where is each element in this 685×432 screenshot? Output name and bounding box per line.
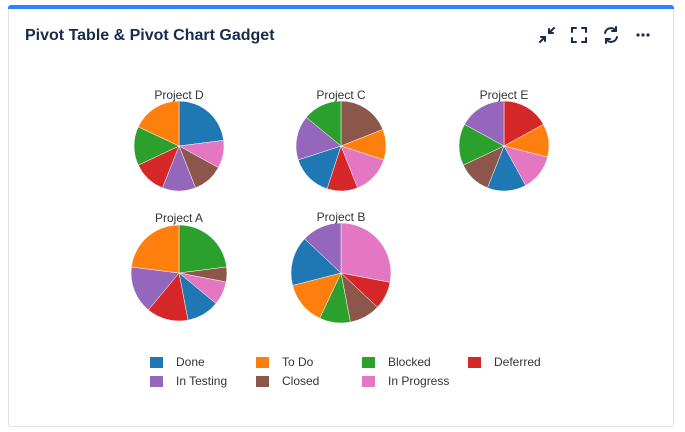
pie-slice-in-progress[interactable] (340, 222, 392, 283)
fullscreen-icon[interactable] (567, 23, 591, 47)
pie-slice-blocked[interactable] (178, 224, 227, 274)
pie-title: Project E (479, 88, 529, 102)
pie-slice-done[interactable] (178, 100, 224, 147)
pivot-gadget: Pivot Table & Pivot Chart Gadget (8, 5, 674, 427)
gadget-accent-bar (8, 5, 674, 9)
legend-label: Deferred (494, 355, 541, 369)
legend-swatch (256, 356, 269, 368)
gadget-actions (535, 23, 655, 47)
pie-slice-closed[interactable] (340, 100, 384, 147)
refresh-icon[interactable] (599, 23, 623, 47)
legend-item-in-testing[interactable]: In Testing (150, 374, 227, 388)
pie-title: Project B (316, 210, 366, 224)
legend-item-in-progress[interactable]: In Progress (362, 374, 449, 388)
pie-slice-in-testing[interactable] (130, 266, 180, 311)
pie-slice-in-testing[interactable] (464, 100, 505, 147)
pie-project-b (290, 222, 392, 324)
legend-label: In Testing (176, 374, 228, 388)
pie-project-d (133, 100, 225, 192)
pie-slice-in-testing[interactable] (304, 222, 342, 274)
legend-item-deferred[interactable]: Deferred (468, 355, 541, 369)
pie-slice-blocked[interactable] (305, 100, 342, 147)
more-icon[interactable] (631, 23, 655, 47)
legend-item-done[interactable]: Done (150, 355, 205, 369)
pie-slice-done[interactable] (290, 238, 342, 286)
legend-swatch (362, 375, 375, 387)
legend-swatch (150, 356, 163, 368)
gadget-title: Pivot Table & Pivot Chart Gadget (25, 27, 275, 44)
pie-slice-to-do[interactable] (131, 224, 180, 274)
legend-label: In Progress (388, 374, 450, 388)
legend-label: Blocked (388, 355, 431, 369)
pie-project-c (295, 100, 387, 192)
legend-label: To Do (282, 355, 314, 369)
pie-slice-to-do[interactable] (137, 100, 180, 147)
legend-label: Closed (282, 374, 320, 388)
minimize-icon[interactable] (535, 23, 559, 47)
legend-item-to-do[interactable]: To Do (256, 355, 313, 369)
pie-title: Project D (154, 88, 204, 102)
legend-swatch (150, 375, 163, 387)
legend-item-closed[interactable]: Closed (256, 374, 319, 388)
pie-title: Project C (316, 88, 366, 102)
pie-slice-deferred[interactable] (503, 100, 544, 147)
legend-item-blocked[interactable]: Blocked (362, 355, 431, 369)
pie-title: Project A (154, 211, 204, 225)
legend-label: Done (176, 355, 205, 369)
pie-slice-in-testing[interactable] (295, 116, 342, 161)
pie-project-e (458, 100, 550, 192)
legend-swatch (468, 356, 481, 368)
legend-swatch (362, 356, 375, 368)
legend-swatch (256, 375, 269, 387)
pie-project-a (130, 224, 228, 322)
